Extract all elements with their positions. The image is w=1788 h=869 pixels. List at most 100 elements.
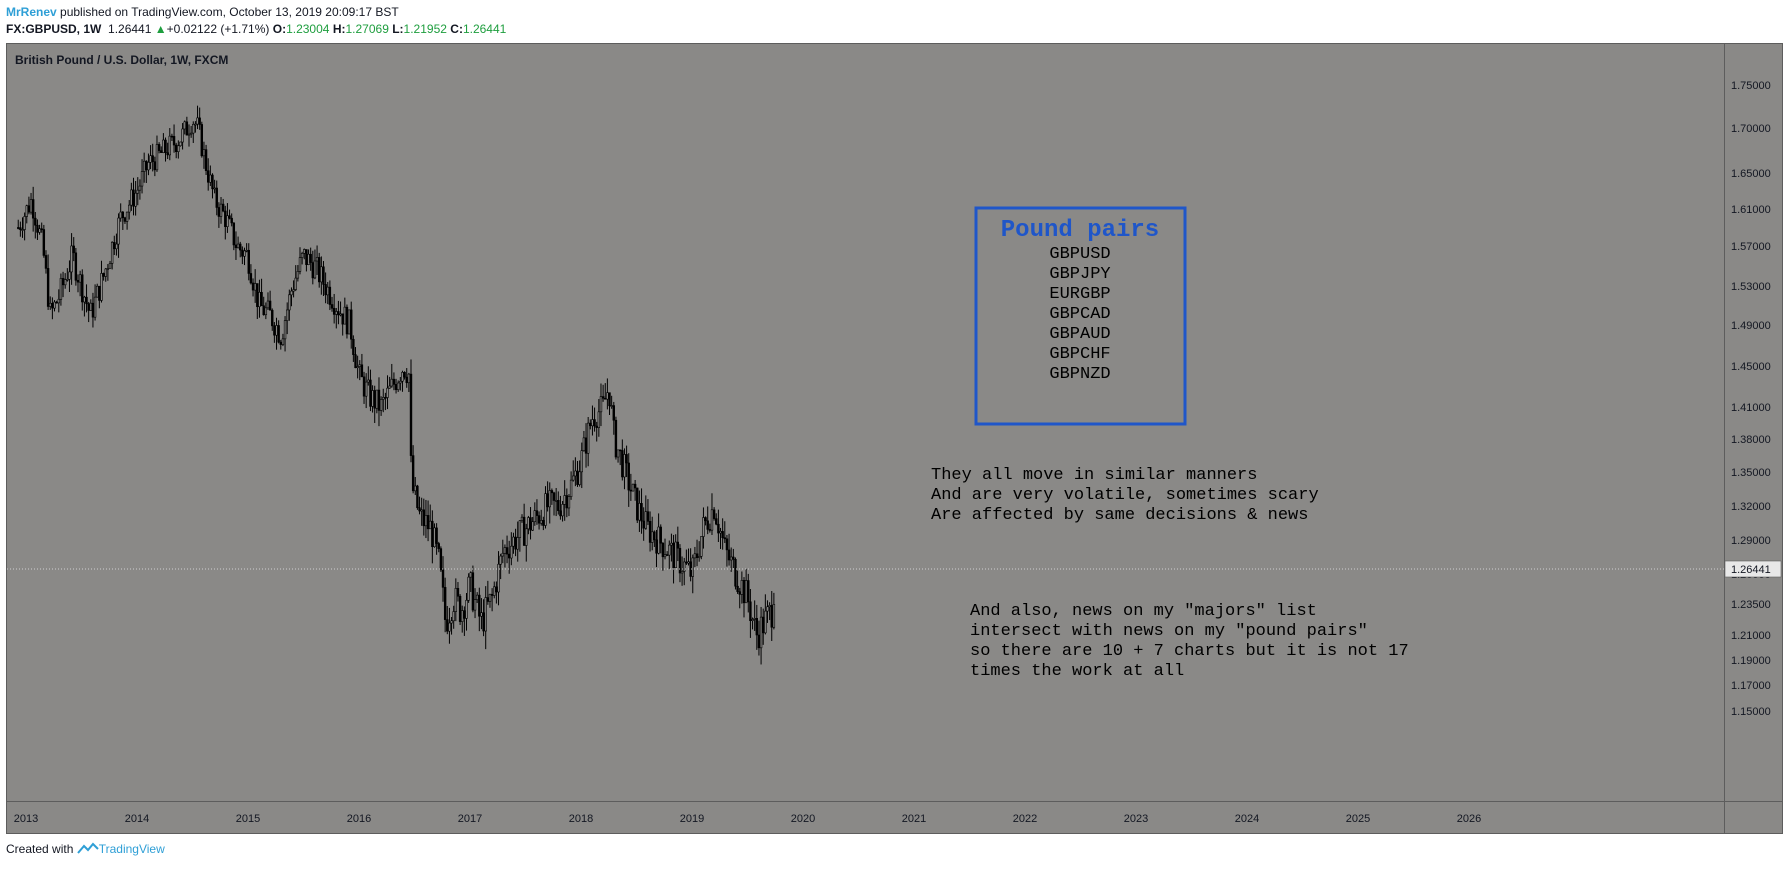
candle-body bbox=[356, 366, 359, 369]
candle-body bbox=[292, 289, 295, 292]
candle-body bbox=[352, 338, 355, 355]
candle-body bbox=[744, 580, 748, 604]
candle-body bbox=[616, 449, 620, 458]
candle-body bbox=[461, 610, 464, 622]
price-axis[interactable]: 1.150001.170001.190001.210001.235001.260… bbox=[1731, 80, 1771, 718]
candle-body bbox=[294, 277, 297, 290]
candle-body bbox=[520, 516, 524, 522]
price-tick-label: 1.49000 bbox=[1731, 320, 1771, 332]
candle-body bbox=[25, 205, 28, 217]
last-price-tag bbox=[1724, 560, 1782, 578]
pound-pairs-box bbox=[974, 206, 1187, 426]
candle-body bbox=[40, 228, 43, 231]
candle-body bbox=[305, 249, 308, 265]
chart-frame[interactable]: British Pound / U.S. Dollar, 1W, FXCM 1.… bbox=[6, 43, 1783, 834]
candle-body bbox=[362, 376, 366, 397]
candle-body bbox=[21, 229, 24, 231]
candle-body bbox=[145, 160, 148, 171]
candle-body bbox=[57, 298, 60, 304]
candle-body bbox=[232, 222, 236, 246]
price-chart[interactable]: British Pound / U.S. Dollar, 1W, FXCM 1.… bbox=[7, 44, 1782, 833]
time-axis[interactable]: 2013 2014 2015 2016 2017 2018 2019 2020 2021 2022… bbox=[14, 813, 1481, 825]
candle-body bbox=[388, 385, 391, 389]
candle-body bbox=[217, 207, 221, 217]
candle-body bbox=[153, 161, 157, 171]
price-tick-label: 1.17000 bbox=[1731, 680, 1771, 692]
candle-body bbox=[480, 612, 483, 617]
candle-body bbox=[290, 290, 293, 296]
candle-body bbox=[640, 503, 643, 522]
candle-body bbox=[315, 257, 319, 262]
candle-body bbox=[454, 588, 458, 612]
candle-body bbox=[663, 554, 667, 558]
time-tick-label: 2021 bbox=[902, 813, 926, 825]
candle-body bbox=[226, 215, 229, 227]
candle-body bbox=[76, 279, 80, 283]
candle-body bbox=[219, 203, 223, 217]
candle-body bbox=[674, 541, 677, 569]
candle-body bbox=[531, 521, 534, 531]
candle-body bbox=[465, 599, 468, 619]
price-tick-label: 1.29000 bbox=[1731, 535, 1771, 547]
candle-body bbox=[49, 302, 52, 307]
symbol-ohlc-bar: FX:GBPUSD, 1W 1.26441 ▲+0.02122 (+1.71%)… bbox=[6, 22, 506, 36]
tradingview-brand-link[interactable]: TradingView bbox=[98, 842, 165, 856]
candle-body bbox=[727, 549, 731, 561]
candle-body bbox=[181, 128, 184, 143]
candle-body bbox=[241, 249, 244, 257]
candle-body bbox=[646, 511, 650, 522]
candle-body bbox=[117, 217, 120, 245]
candle-body bbox=[762, 616, 765, 634]
candle-body bbox=[510, 545, 513, 559]
time-tick-label: 2023 bbox=[1124, 813, 1148, 825]
candle-body bbox=[313, 260, 317, 279]
time-tick-label: 2026 bbox=[1457, 813, 1481, 825]
candle-body bbox=[318, 257, 321, 283]
candle-body bbox=[431, 520, 434, 548]
candle-body bbox=[456, 588, 460, 597]
candle-body bbox=[386, 387, 389, 398]
candle-body bbox=[749, 601, 752, 621]
candle-body bbox=[742, 580, 746, 604]
high-value: 1.27069 bbox=[345, 22, 389, 36]
candle-body bbox=[450, 620, 453, 624]
candle-body bbox=[373, 390, 376, 409]
candle-body bbox=[68, 271, 71, 280]
candle-body bbox=[179, 141, 182, 147]
candle-body bbox=[128, 204, 131, 213]
candle-body bbox=[83, 296, 86, 303]
price-tick-label: 1.45000 bbox=[1731, 361, 1771, 373]
candle-body bbox=[377, 389, 381, 411]
candle-body bbox=[586, 422, 590, 454]
time-tick-label: 2018 bbox=[569, 813, 593, 825]
candle-body bbox=[648, 521, 652, 543]
candle-body bbox=[345, 306, 349, 335]
candle-body bbox=[273, 325, 276, 336]
candle-body bbox=[89, 302, 93, 311]
candle-body bbox=[183, 121, 186, 130]
candle-body bbox=[59, 278, 63, 300]
candle-body bbox=[249, 273, 253, 284]
candle-body bbox=[31, 199, 35, 219]
candle-body bbox=[382, 397, 385, 400]
note-line: so there are 10 + 7 charts but it is not… bbox=[970, 642, 1409, 661]
author-link[interactable]: MrRenev bbox=[6, 5, 57, 19]
candle-body bbox=[347, 309, 351, 335]
candle-body bbox=[563, 495, 566, 505]
candle-body bbox=[149, 155, 152, 163]
candle-body bbox=[574, 470, 577, 477]
candle-body bbox=[719, 531, 722, 534]
price-tick-label: 1.70000 bbox=[1731, 123, 1771, 135]
candle-body bbox=[285, 309, 289, 321]
pound-pair-item: GBPCAD bbox=[1049, 305, 1110, 324]
candle-body bbox=[687, 561, 690, 564]
candle-body bbox=[717, 523, 720, 534]
candle-body bbox=[633, 483, 637, 489]
candle-body bbox=[618, 449, 622, 452]
candle-body bbox=[537, 515, 541, 524]
candle-body bbox=[61, 278, 65, 286]
candle-body bbox=[625, 454, 628, 464]
candle-body bbox=[416, 485, 419, 509]
candle-body bbox=[512, 536, 515, 547]
candle-body bbox=[194, 123, 197, 126]
